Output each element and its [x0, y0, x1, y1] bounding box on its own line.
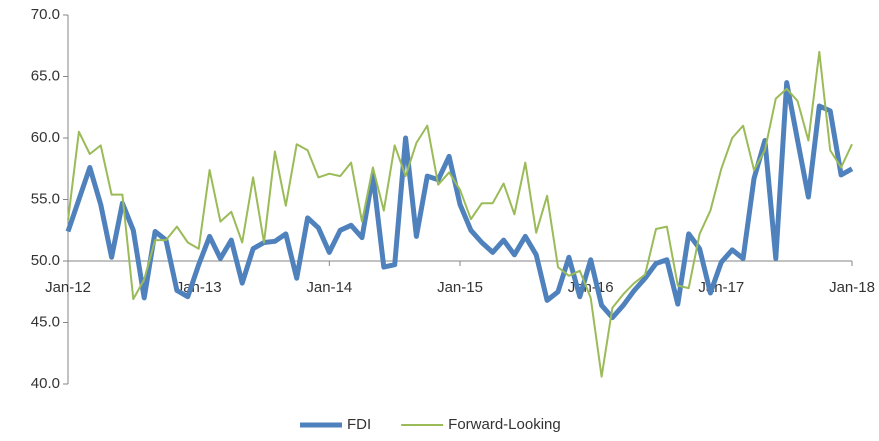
- line-series: [65, 80, 854, 321]
- y-tick-label: 70.0: [31, 6, 60, 23]
- y-tick-label: 65.0: [31, 67, 60, 84]
- x-tick-label: Jan-15: [437, 279, 483, 296]
- y-tick-label: 40.0: [31, 375, 60, 392]
- line-series: [67, 50, 853, 378]
- legend-label: Forward-Looking: [448, 416, 561, 433]
- y-tick-label: 50.0: [31, 252, 60, 269]
- y-tick-label: 55.0: [31, 190, 60, 207]
- y-tick-label: 60.0: [31, 129, 60, 146]
- legend-label: FDI: [347, 416, 371, 433]
- y-tick-label: 45.0: [31, 313, 60, 330]
- x-tick-label: Jan-18: [829, 279, 875, 296]
- x-tick-label: Jan-12: [45, 279, 91, 296]
- x-tick-label: Jan-14: [306, 279, 352, 296]
